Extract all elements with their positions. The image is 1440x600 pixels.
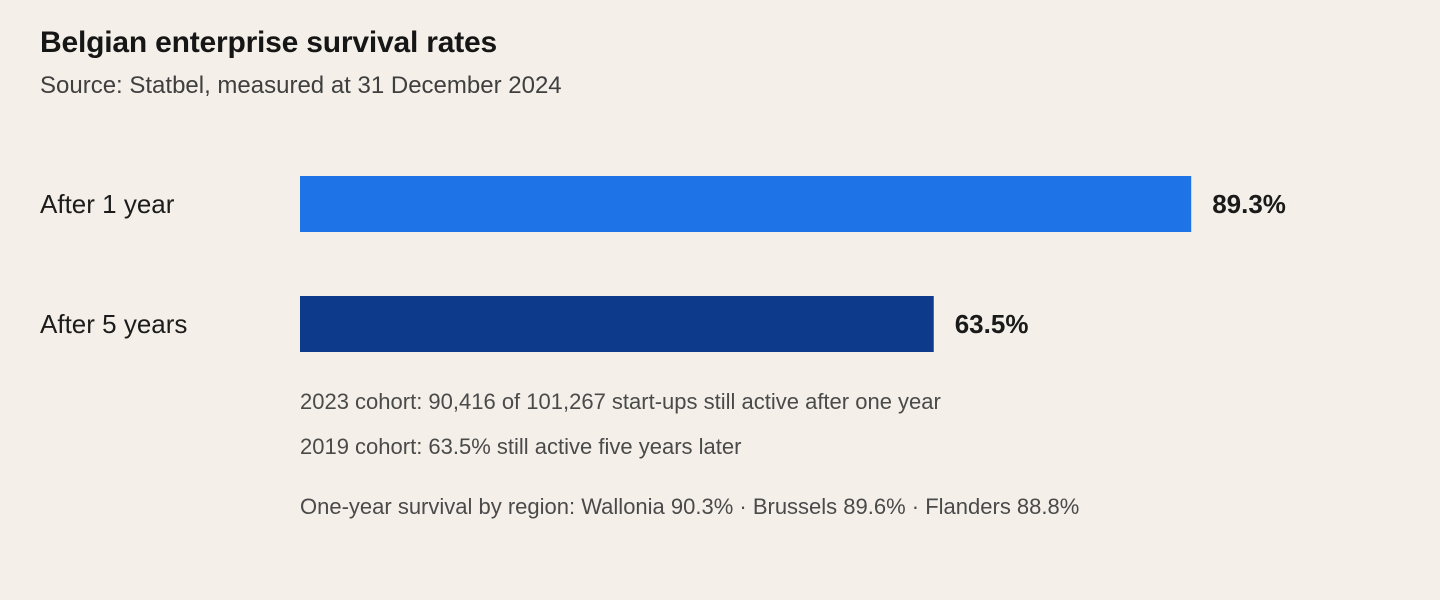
category-label: After 1 year [40,189,175,219]
bar-value-label: 63.5% [955,309,1029,339]
regional-survival-note: One-year survival by region: Wallonia 90… [300,494,1080,519]
bar [300,296,934,352]
bar-value-label: 89.3% [1212,189,1286,219]
bar [300,176,1192,232]
chart-title: Belgian enterprise survival rates [40,26,497,59]
category-label: After 5 years [40,309,187,339]
cohort-2023-note: 2023 cohort: 90,416 of 101,267 start-ups… [300,389,941,414]
cohort-2019-note: 2019 cohort: 63.5% still active five yea… [300,434,742,459]
chart-subtitle: Source: Statbel, measured at 31 December… [40,72,562,99]
